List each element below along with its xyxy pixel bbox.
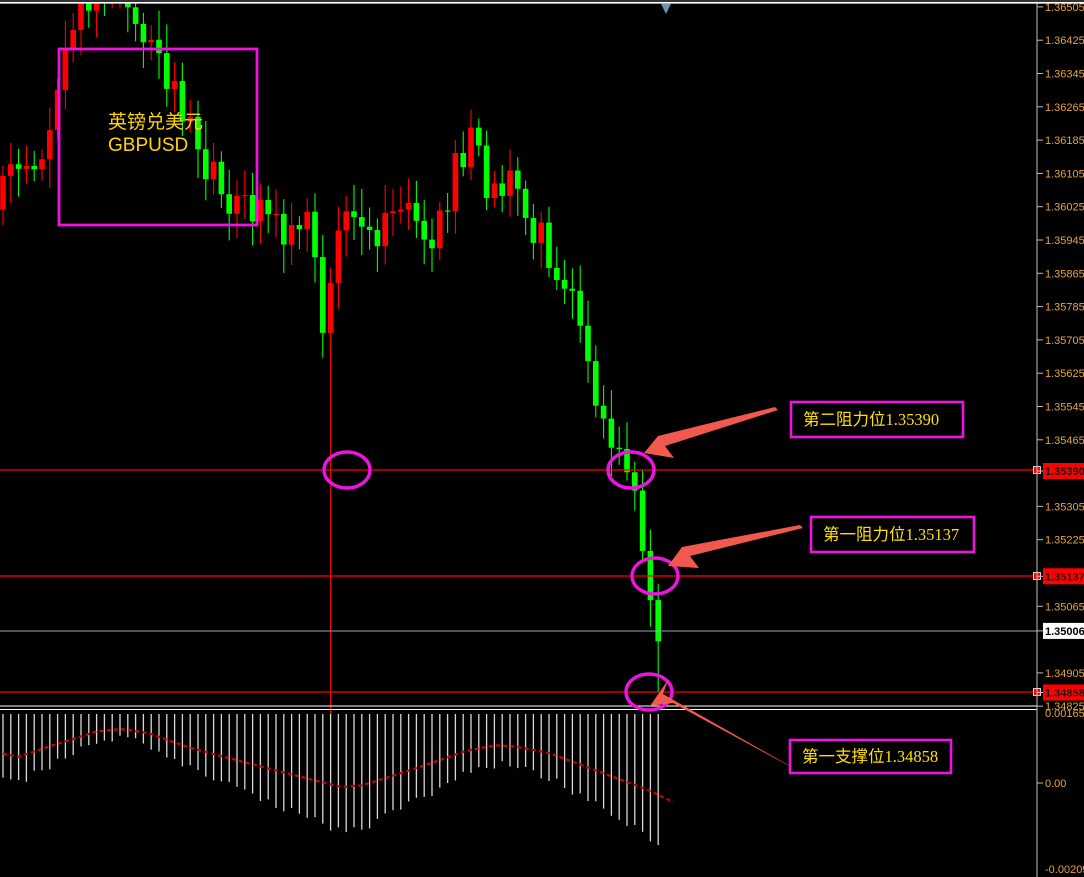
svg-text:1.35865: 1.35865 [1045,268,1084,280]
svg-text:1.36345: 1.36345 [1045,69,1084,81]
svg-text:1.36185: 1.36185 [1045,135,1084,147]
svg-text:0.001653: 0.001653 [1045,708,1084,720]
svg-text:第二阻力位1.35390: 第二阻力位1.35390 [803,410,939,429]
svg-text:1.35705: 1.35705 [1045,335,1084,347]
svg-text:第一支撑位1.34858: 第一支撑位1.34858 [802,747,938,766]
svg-text:1.34858: 1.34858 [1045,688,1084,700]
svg-text:GBPUSD: GBPUSD [108,135,188,156]
svg-text:1.35390: 1.35390 [1045,466,1084,478]
svg-text:1.35137: 1.35137 [1045,571,1084,583]
svg-text:1.36105: 1.36105 [1045,168,1084,180]
svg-text:第一阻力位1.35137: 第一阻力位1.35137 [823,525,959,544]
svg-text:0.00: 0.00 [1045,778,1066,790]
svg-text:-0.002095: -0.002095 [1045,864,1084,876]
svg-text:1.35785: 1.35785 [1045,302,1084,314]
svg-text:1.35225: 1.35225 [1045,535,1084,547]
svg-text:1.35465: 1.35465 [1045,435,1084,447]
svg-text:1.35065: 1.35065 [1045,601,1084,613]
svg-text:1.36425: 1.36425 [1045,35,1084,47]
svg-text:1.35625: 1.35625 [1045,368,1084,380]
svg-text:1.34905: 1.34905 [1045,668,1084,680]
svg-text:1.35006: 1.35006 [1045,626,1084,638]
svg-text:1.35305: 1.35305 [1045,501,1084,513]
svg-text:1.36505: 1.36505 [1045,2,1084,14]
svg-text:1.36025: 1.36025 [1045,202,1084,214]
svg-text:1.35945: 1.35945 [1045,235,1084,247]
svg-text:1.36265: 1.36265 [1045,102,1084,114]
svg-text:英镑兑美元: 英镑兑美元 [108,111,203,133]
svg-text:1.35545: 1.35545 [1045,402,1084,414]
